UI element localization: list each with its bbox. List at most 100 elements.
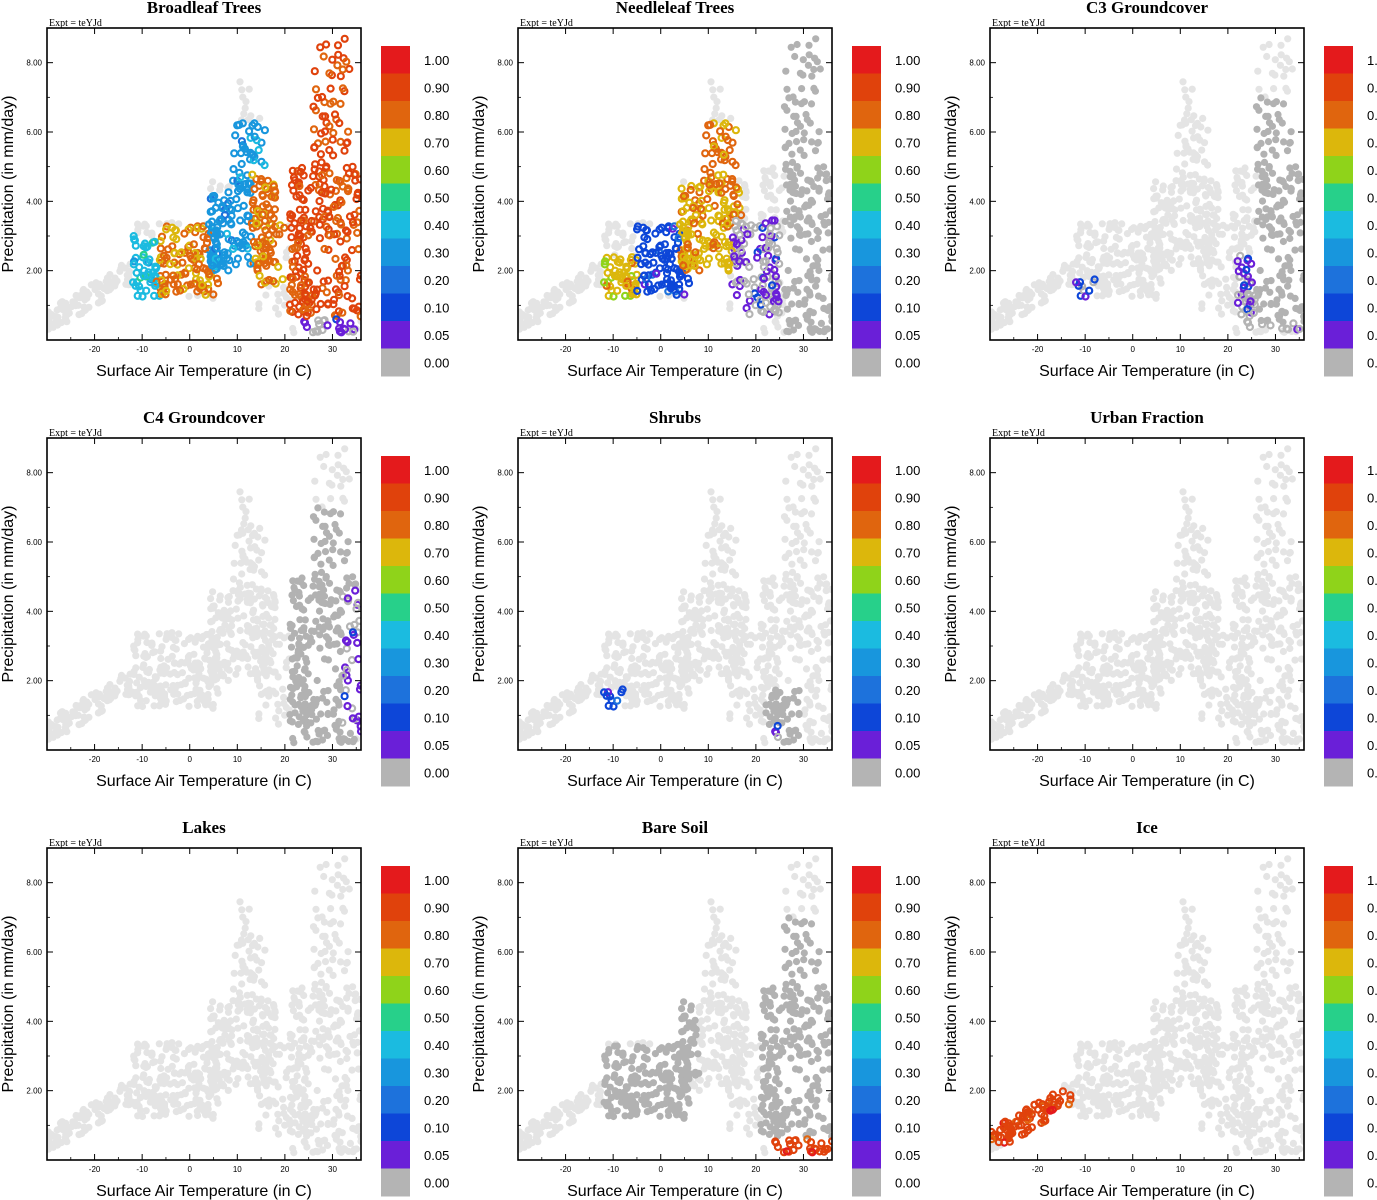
colorbar-label: 0.50 — [424, 190, 449, 205]
data-point — [1167, 266, 1175, 274]
data-point — [600, 260, 610, 269]
data-point — [1263, 52, 1271, 61]
data-point — [1188, 127, 1196, 135]
data-point — [733, 610, 742, 619]
data-point — [744, 290, 753, 299]
data-point — [733, 701, 741, 709]
data-point — [244, 252, 253, 262]
data-point — [229, 244, 238, 253]
data-point — [751, 699, 759, 708]
data-point — [1189, 260, 1197, 268]
y-tick-label: 6.00 — [497, 128, 513, 137]
data-point — [715, 655, 723, 663]
data-point — [605, 229, 613, 237]
data-point — [295, 640, 303, 648]
data-point — [682, 230, 692, 239]
data-point — [1133, 280, 1141, 288]
data-point — [725, 259, 734, 269]
data-point — [301, 700, 309, 708]
colorbar-swatch — [1324, 266, 1353, 294]
colorbar-swatch — [852, 211, 881, 239]
data-point — [223, 640, 231, 648]
data-point — [1272, 136, 1280, 144]
data-point — [652, 680, 660, 688]
data-point — [339, 494, 347, 502]
colorbar-label: 0.90 — [895, 80, 920, 95]
data-point — [150, 702, 158, 710]
data-point — [289, 577, 297, 585]
data-point — [198, 691, 206, 699]
data-point — [324, 709, 332, 718]
data-point — [828, 317, 832, 325]
data-point — [320, 244, 329, 254]
x-tick-label: -20 — [89, 345, 101, 354]
data-point — [1136, 265, 1144, 273]
data-point — [199, 674, 208, 682]
data-point — [726, 710, 734, 718]
data-point — [1190, 233, 1198, 241]
data-point — [706, 168, 715, 177]
colorbar-swatch — [852, 703, 881, 732]
data-point — [102, 687, 110, 696]
data-point — [742, 205, 750, 213]
data-point — [306, 634, 314, 642]
data-point — [356, 727, 361, 736]
data-point — [637, 260, 646, 269]
data-point — [740, 277, 749, 286]
y-tick-label: 8.00 — [969, 59, 985, 68]
data-point — [1100, 237, 1108, 245]
data-point — [184, 264, 193, 273]
data-point — [186, 280, 195, 289]
data-point — [1205, 240, 1213, 248]
data-point — [338, 671, 347, 680]
data-point — [320, 655, 329, 663]
data-point — [335, 529, 343, 537]
data-point — [336, 237, 345, 246]
data-point — [772, 282, 781, 291]
data-point — [181, 269, 190, 278]
data-point — [802, 520, 810, 529]
data-point — [801, 203, 809, 211]
data-point — [181, 680, 189, 688]
y-tick-label: 2.00 — [26, 267, 42, 276]
data-point — [1115, 226, 1123, 234]
data-point — [1297, 189, 1304, 197]
data-point — [657, 280, 666, 289]
data-point — [47, 315, 53, 323]
data-point — [775, 231, 784, 240]
data-point — [712, 514, 720, 522]
data-point — [623, 277, 632, 286]
y-tick-label: 4.00 — [497, 607, 513, 616]
data-point — [685, 689, 693, 697]
data-point — [807, 100, 816, 108]
data-point — [645, 690, 653, 698]
data-point — [1081, 292, 1090, 301]
data-point — [611, 661, 619, 669]
data-point — [151, 692, 159, 700]
data-point — [134, 220, 142, 228]
data-point — [1123, 230, 1131, 238]
data-point — [329, 561, 337, 570]
data-point — [320, 623, 328, 631]
data-point — [1234, 219, 1242, 227]
data-point — [49, 733, 57, 741]
data-point — [1255, 207, 1263, 215]
data-point — [224, 593, 232, 602]
y-tick-label: 4.00 — [497, 197, 513, 206]
data-point — [1238, 182, 1246, 190]
data-point — [603, 652, 611, 660]
data-point — [321, 137, 330, 146]
data-point — [325, 169, 334, 178]
data-point — [1224, 301, 1232, 309]
data-point — [337, 548, 345, 556]
data-point — [1279, 100, 1288, 108]
data-point — [267, 602, 276, 611]
data-point — [626, 220, 634, 228]
data-point — [180, 640, 188, 648]
data-point — [232, 605, 240, 613]
panel-title: C4 Groundcover — [143, 408, 265, 427]
data-point — [815, 538, 823, 546]
data-point — [311, 701, 319, 710]
data-point — [1117, 280, 1125, 288]
data-point — [649, 258, 658, 267]
